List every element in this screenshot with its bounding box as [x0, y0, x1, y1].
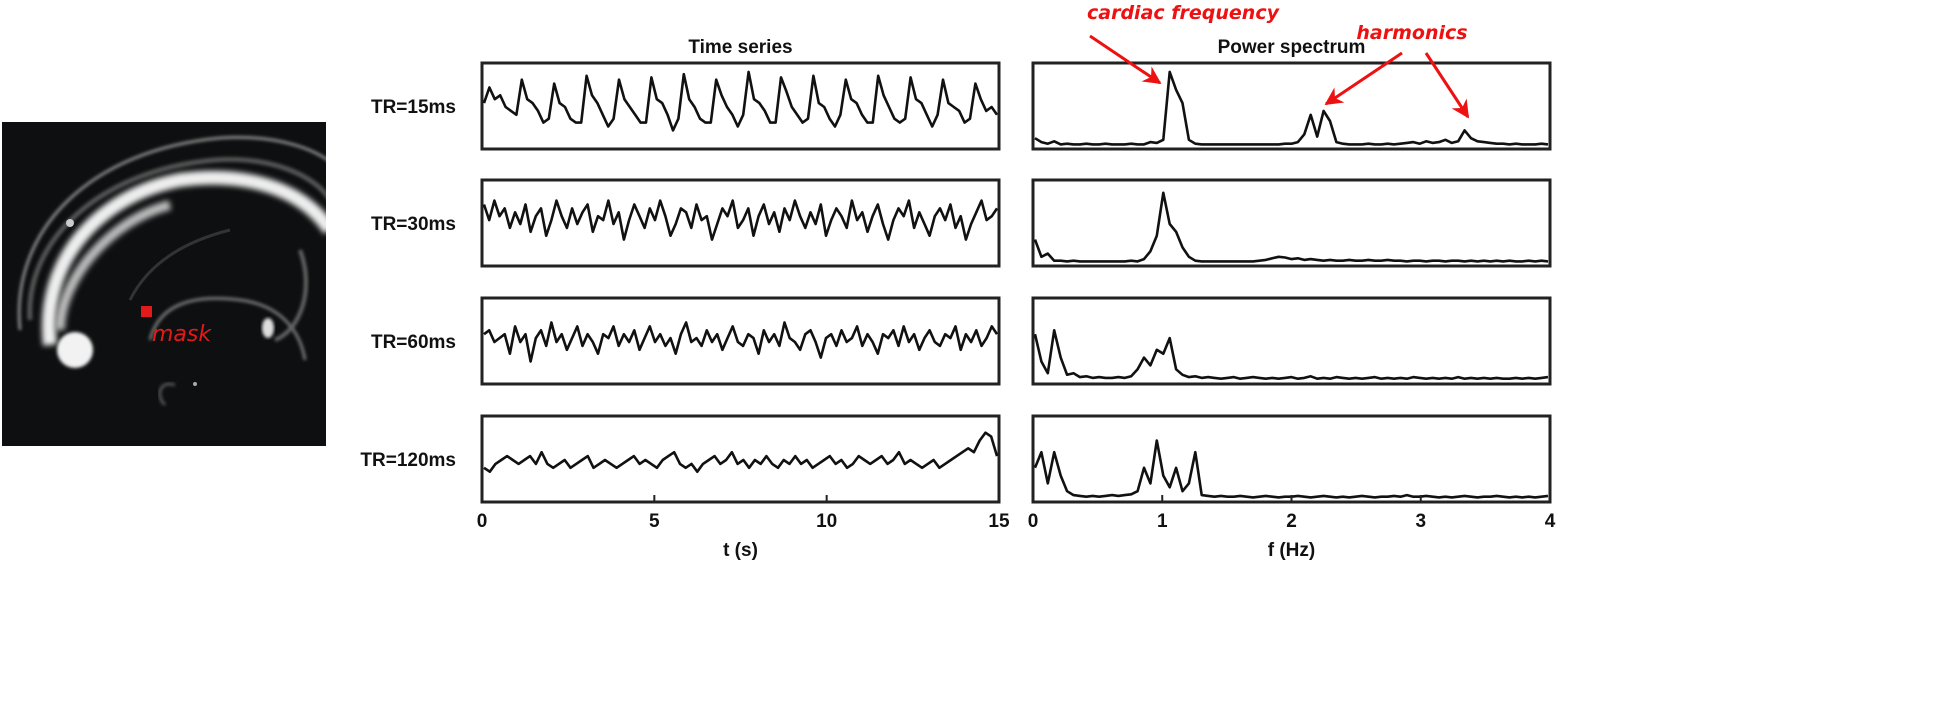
x-tick-label: 0	[477, 511, 488, 532]
row-label: TR=120ms	[360, 450, 456, 471]
annotations: cardiac frequency harmonics	[1087, 2, 1470, 119]
power-spectrum-trace	[1034, 70, 1549, 146]
x-tick-label: 15	[988, 511, 1010, 532]
time-series-trace	[482, 199, 999, 241]
time-series-trace	[482, 70, 999, 132]
cardiac-frequency-label: cardiac frequency	[1087, 2, 1281, 24]
row-label: TR=30ms	[371, 214, 456, 235]
time-series-trace	[483, 321, 999, 363]
power-spectrum-panel	[1031, 178, 1552, 268]
power-spectrum-panel	[1031, 414, 1552, 504]
time-series-trace	[483, 431, 999, 474]
power-spectrum-trace	[1033, 191, 1549, 263]
x-tick-label: 3	[1415, 511, 1426, 532]
power-spectrum-trace	[1033, 439, 1549, 499]
cardiac-arrow	[1089, 34, 1162, 85]
power-spectrum-trace	[1033, 328, 1549, 381]
mask-label: mask	[152, 322, 212, 347]
time-series-panel	[480, 296, 1001, 386]
harmonics-arrow-2nd	[1324, 51, 1403, 106]
power-spectrum-title: Power spectrum	[1218, 37, 1366, 58]
time-series-title: Time series	[688, 37, 792, 58]
time-series-panel	[480, 178, 1001, 268]
x-tick-label: 1	[1157, 511, 1168, 532]
x-tick-label: 0	[1028, 511, 1039, 532]
mask-marker	[141, 306, 152, 317]
power-spectrum-panel	[1031, 61, 1552, 151]
power-spectrum-panel	[1031, 296, 1552, 386]
x-tick-label: 10	[816, 511, 837, 532]
harmonics-label: harmonics	[1356, 22, 1467, 44]
mri-sagittal-image: mask	[2, 122, 326, 446]
power-spectrum-xlabel: f (Hz)	[1268, 540, 1315, 561]
x-tick-label: 4	[1545, 511, 1556, 532]
time-series-xlabel: t (s)	[723, 540, 758, 561]
time-series-panel	[480, 61, 1001, 151]
row-label: TR=15ms	[371, 97, 456, 118]
x-tick-label: 2	[1286, 511, 1297, 532]
harmonics-arrow-3rd	[1424, 52, 1470, 119]
row-label: TR=60ms	[371, 332, 456, 353]
time-series-panel	[480, 414, 1001, 504]
x-tick-label: 5	[649, 511, 660, 532]
